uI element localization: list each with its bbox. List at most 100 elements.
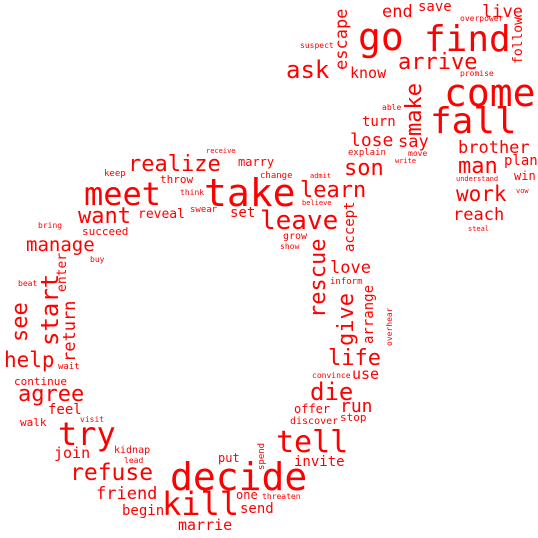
word-walk: walk <box>20 416 47 429</box>
word-ask: ask <box>286 56 330 84</box>
word-reach: reach <box>453 205 505 225</box>
word-explain: explain <box>348 148 386 158</box>
word-say: say <box>398 132 429 152</box>
word-use: use <box>352 365 380 383</box>
word-win: win <box>514 169 536 183</box>
word-man: man <box>458 154 498 179</box>
word-wait: wait <box>58 362 80 372</box>
word-steal: steal <box>468 225 490 233</box>
word-manage: manage <box>26 234 95 256</box>
word-tell: tell <box>276 425 349 460</box>
word-able: able <box>382 103 402 112</box>
word-end: end <box>382 2 413 22</box>
word-work: work <box>456 182 507 206</box>
word-invite: invite <box>294 454 345 470</box>
word-want: want <box>78 204 131 229</box>
word-begin: begin <box>122 503 165 519</box>
word-buy: buy <box>90 255 105 264</box>
word-leave: leave <box>260 206 339 236</box>
word-beat: beat <box>18 279 38 288</box>
word-start: start <box>36 273 64 346</box>
word-brother: brother <box>458 138 530 158</box>
word-bring: bring <box>38 221 63 230</box>
word-life: life <box>328 346 381 371</box>
word-fall: fall <box>430 101 517 142</box>
word-give: give <box>334 293 359 346</box>
word-throw: throw <box>160 173 194 186</box>
word-decide: decide <box>170 455 308 499</box>
word-die: die <box>310 378 354 406</box>
word-meet: meet <box>84 175 162 213</box>
word-agree: agree <box>18 382 85 407</box>
word-reveal: reveal <box>138 207 185 222</box>
word-discover: discover <box>290 416 339 427</box>
word-threaten: threaten <box>262 492 301 501</box>
word-admit: admit <box>310 172 332 180</box>
word-offer: offer <box>294 402 331 416</box>
word-accept: accept <box>342 201 358 252</box>
word-think: think <box>180 188 205 197</box>
word-arrange: arrange <box>361 284 377 344</box>
word-rescue: rescue <box>306 238 331 318</box>
word-try: try <box>58 415 116 453</box>
word-convince: convince <box>312 371 351 380</box>
word-escape: escape <box>332 8 352 70</box>
word-save: save <box>418 0 452 15</box>
word-grow: grow <box>283 231 308 242</box>
word-write: write <box>395 157 417 165</box>
word-plan: plan <box>504 153 538 169</box>
word-believe: believe <box>302 199 332 207</box>
word-show: show <box>280 242 300 251</box>
word-visit: visit <box>80 415 105 424</box>
word-join: join <box>54 444 91 462</box>
word-follow: follow <box>511 17 526 64</box>
word-promise: promise <box>460 69 494 78</box>
word-continue: continue <box>14 375 67 388</box>
word-return: return <box>60 300 80 362</box>
word-understand: understand <box>456 175 499 183</box>
word-love: love <box>330 258 371 278</box>
word-one: one <box>236 488 258 502</box>
word-lead: lead <box>124 456 144 465</box>
word-come: come <box>444 71 536 115</box>
word-keep: keep <box>104 169 126 179</box>
word-send: send <box>240 501 274 517</box>
word-find: find <box>424 19 511 60</box>
word-go: go <box>358 15 404 59</box>
word-kidnap: kidnap <box>114 445 151 456</box>
word-lose: lose <box>350 130 394 151</box>
word-marry: marry <box>238 155 275 169</box>
word-overpower: overpower <box>460 14 504 23</box>
word-overhear: overhear <box>385 307 394 346</box>
word-son: son <box>344 156 384 181</box>
word-swear: swear <box>190 205 218 215</box>
word-marrie: marrie <box>178 516 233 534</box>
word-kill: kill <box>162 485 240 523</box>
word-know: know <box>350 64 387 82</box>
word-change: change <box>260 171 293 181</box>
word-friend: friend <box>96 484 158 504</box>
word-live: live <box>482 2 523 22</box>
word-put: put <box>218 451 240 465</box>
word-run: run <box>340 396 373 417</box>
word-feel: feel <box>48 402 82 418</box>
word-spend: spend <box>257 442 267 470</box>
word-vow: vow <box>516 187 529 195</box>
word-arrive: arrive <box>398 50 478 75</box>
word-learn: learn <box>300 178 367 203</box>
word-move: move <box>408 149 428 158</box>
word-set: set <box>230 205 256 221</box>
word-realize: realize <box>128 152 221 177</box>
word-inform: inform <box>330 277 363 287</box>
word-receive: receive <box>206 147 236 155</box>
word-stop: stop <box>340 411 367 424</box>
word-see: see <box>8 302 33 342</box>
word-help: help <box>4 348 55 372</box>
word-refuse: refuse <box>70 460 154 486</box>
word-suspect: suspect <box>300 41 334 50</box>
word-turn: turn <box>362 114 396 130</box>
word-make: make <box>402 83 427 136</box>
word-take: take <box>204 171 296 215</box>
word-succeed: succeed <box>82 225 129 238</box>
